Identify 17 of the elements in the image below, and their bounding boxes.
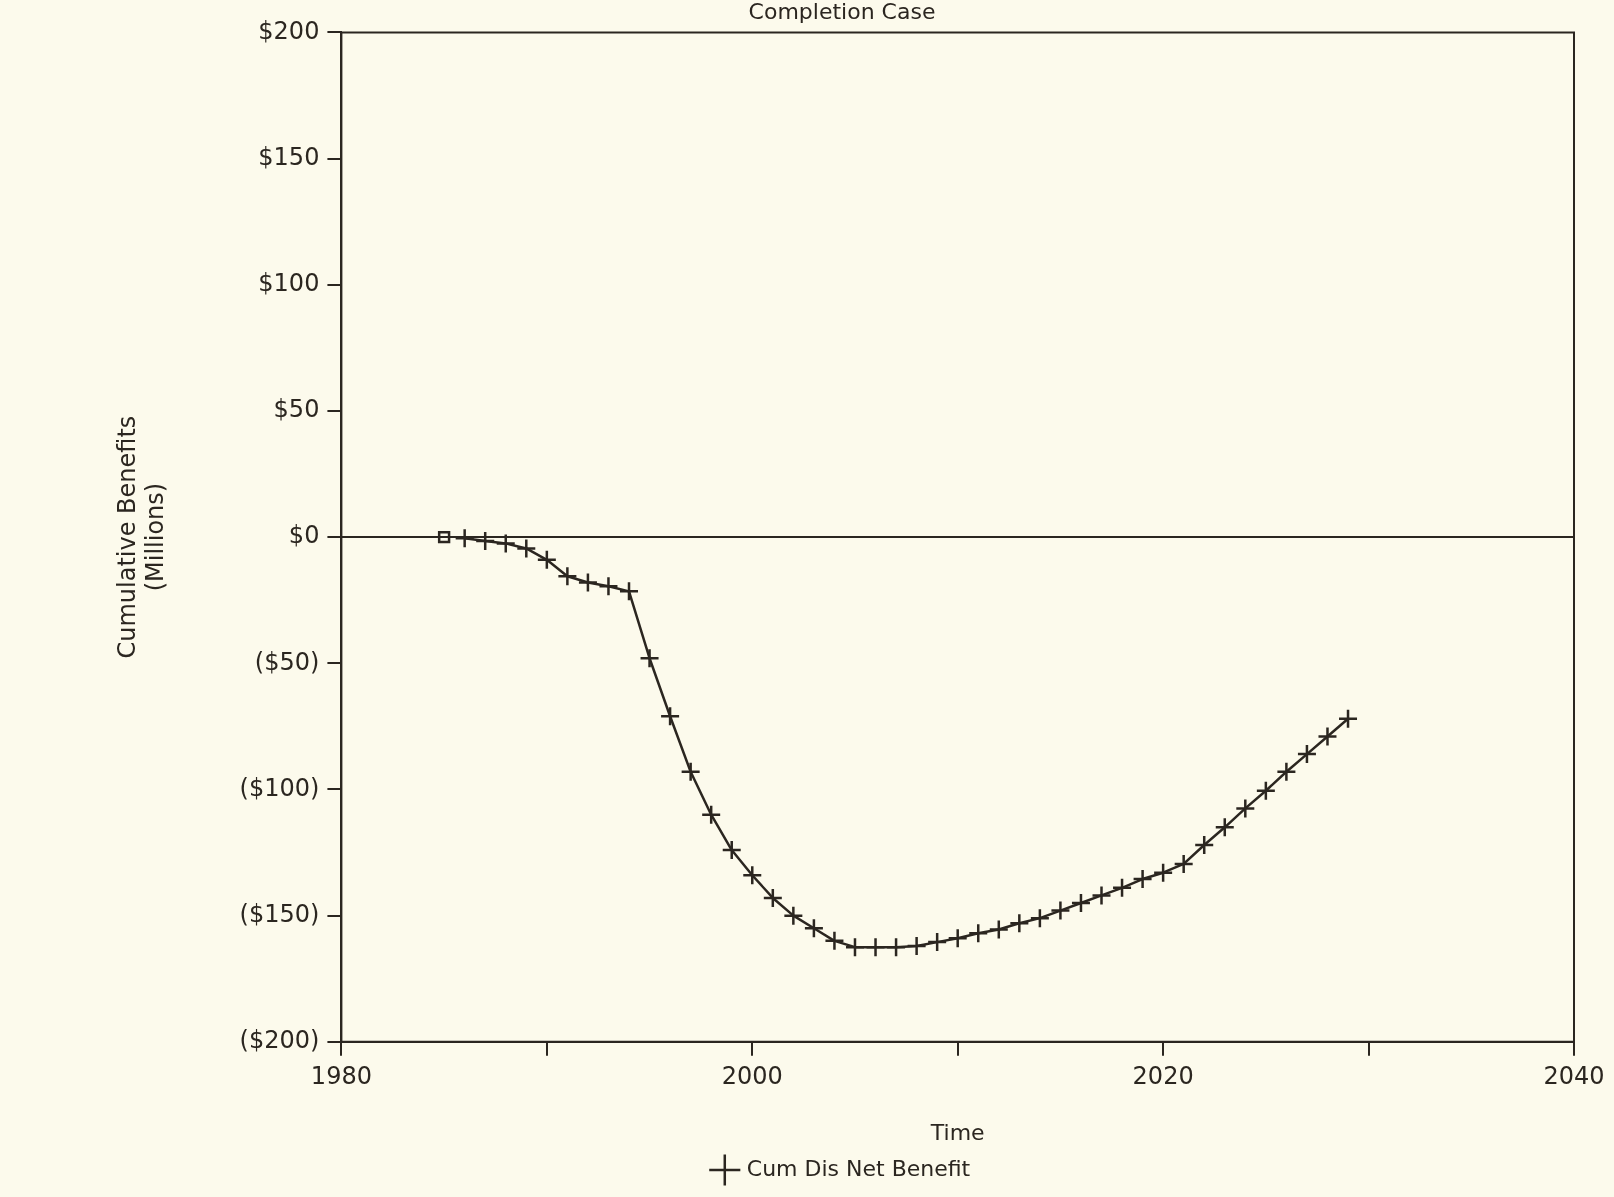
y-tick-label: $150	[258, 142, 320, 171]
chart-title: Completion Case	[748, 0, 936, 24]
y-tick-label: $0	[288, 521, 320, 550]
x-tick-label: 2020	[1132, 1062, 1194, 1091]
x-tick-label: 1980	[310, 1062, 372, 1091]
y-tick-label: $100	[258, 268, 320, 297]
x-axis-title: Time	[929, 1119, 985, 1145]
legend-label: Cum Dis Net Benefit	[746, 1155, 971, 1181]
y-tick-label: ($100)	[239, 773, 320, 802]
y-tick-label: $50	[273, 395, 320, 424]
y-axis-title: Cumulative Benefits (Millions)	[112, 415, 170, 659]
y-tick-label: ($50)	[254, 647, 320, 676]
x-tick-label: 2040	[1543, 1062, 1605, 1091]
y-tick-label: ($150)	[239, 899, 320, 928]
y-tick-label: ($200)	[239, 1026, 320, 1055]
y-tick-label: $200	[258, 16, 320, 45]
x-tick-label: 2000	[721, 1062, 783, 1091]
